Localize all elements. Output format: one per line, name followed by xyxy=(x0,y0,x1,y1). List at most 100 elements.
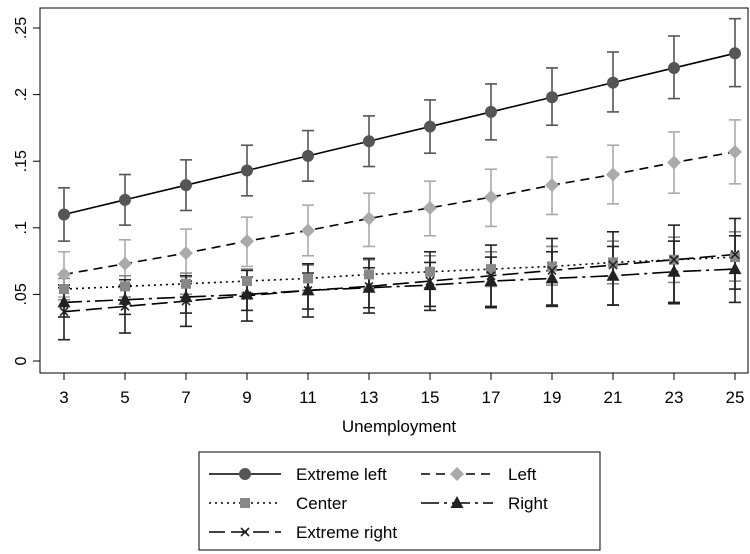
legend-label: Center xyxy=(296,494,347,513)
data-point xyxy=(59,307,69,317)
data-point xyxy=(484,274,498,287)
data-point xyxy=(608,260,618,270)
data-point xyxy=(181,278,191,289)
data-point xyxy=(57,267,71,282)
data-point xyxy=(545,178,559,193)
data-point xyxy=(57,295,71,308)
data-point xyxy=(239,468,251,480)
data-point xyxy=(545,271,559,284)
legend-label: Left xyxy=(508,465,537,484)
data-point xyxy=(730,249,740,260)
data-point-stroke xyxy=(240,527,250,537)
series-line xyxy=(63,52,736,216)
data-point-stroke xyxy=(120,301,130,311)
data-point xyxy=(363,135,375,148)
data-point xyxy=(729,47,741,60)
data-point-stroke xyxy=(547,265,557,275)
data-point xyxy=(730,252,740,263)
data-point xyxy=(119,193,131,206)
data-point xyxy=(547,265,557,275)
data-point xyxy=(240,498,250,508)
x-axis-label: Unemployment xyxy=(342,417,457,436)
x-tick-label: 25 xyxy=(726,388,745,407)
x-tick-label: 5 xyxy=(120,388,129,407)
data-point xyxy=(546,91,558,104)
x-tick-label: 13 xyxy=(360,388,379,407)
data-point xyxy=(450,496,464,508)
data-point xyxy=(485,105,497,118)
y-tick-label: .25 xyxy=(13,17,30,39)
data-point-stroke xyxy=(669,255,679,265)
data-point xyxy=(667,155,681,170)
data-point-stroke xyxy=(425,276,435,286)
y-tick-label: 0 xyxy=(13,356,30,365)
data-point-stroke xyxy=(730,249,740,260)
data-point xyxy=(59,284,69,295)
data-point xyxy=(179,246,193,261)
x-tick-label: 23 xyxy=(665,388,684,407)
x-tick-label: 17 xyxy=(482,388,501,407)
data-point xyxy=(181,296,191,306)
data-point-stroke xyxy=(364,281,374,291)
data-point-stroke xyxy=(486,271,496,281)
data-point-stroke xyxy=(59,307,69,317)
data-point xyxy=(242,276,252,287)
data-point xyxy=(364,281,374,291)
legend-label: Extreme right xyxy=(296,523,397,542)
x-tick-label: 21 xyxy=(604,388,623,407)
x-tick-label: 3 xyxy=(59,388,68,407)
y-tick-label: .2 xyxy=(13,88,30,101)
data-point xyxy=(241,164,253,177)
data-point xyxy=(450,467,464,481)
data-point xyxy=(240,287,254,300)
data-point xyxy=(303,273,313,284)
series-markers xyxy=(57,47,742,317)
data-point xyxy=(364,269,374,280)
data-point xyxy=(486,271,496,281)
y-tick-label: .1 xyxy=(13,221,30,234)
data-point xyxy=(547,261,557,272)
data-point xyxy=(179,290,193,303)
y-tick-label: .15 xyxy=(13,150,30,172)
data-point xyxy=(120,301,130,311)
data-point xyxy=(301,223,315,238)
data-point xyxy=(728,262,742,275)
x-tick-label: 7 xyxy=(181,388,190,407)
data-point xyxy=(240,527,250,537)
series-line xyxy=(63,151,736,276)
legend: Extreme left Left Center Right Extreme right xyxy=(209,465,548,542)
data-point xyxy=(120,281,130,292)
y-tick-label: .05 xyxy=(13,283,30,305)
series-line xyxy=(63,268,736,304)
data-point xyxy=(180,179,192,192)
data-point xyxy=(668,61,680,74)
x-tick-label: 9 xyxy=(242,388,251,407)
series-line xyxy=(63,253,736,313)
data-point-stroke xyxy=(608,260,618,270)
series-line xyxy=(63,256,736,290)
data-point xyxy=(118,256,132,271)
data-point xyxy=(486,264,496,275)
data-point-stroke xyxy=(181,296,191,306)
data-point xyxy=(608,257,618,268)
data-point xyxy=(425,266,435,277)
data-point xyxy=(423,278,437,291)
data-point xyxy=(667,264,681,277)
legend-label: Extreme left xyxy=(296,465,387,484)
data-point xyxy=(484,190,498,205)
legend-label: Right xyxy=(508,494,548,513)
x-tick-label: 19 xyxy=(543,388,562,407)
legend-box xyxy=(198,451,601,551)
data-point xyxy=(606,167,620,182)
data-point xyxy=(118,292,132,305)
x-tick-label: 15 xyxy=(421,388,440,407)
data-point xyxy=(606,268,620,281)
data-point-stroke xyxy=(242,291,252,301)
data-point xyxy=(425,276,435,286)
data-point xyxy=(607,76,619,89)
data-point xyxy=(423,200,437,215)
data-point xyxy=(242,291,252,301)
x-axis: 3 5 7 9 11 13 15 17 19 21 23 25 xyxy=(40,372,748,407)
data-point xyxy=(302,149,314,162)
